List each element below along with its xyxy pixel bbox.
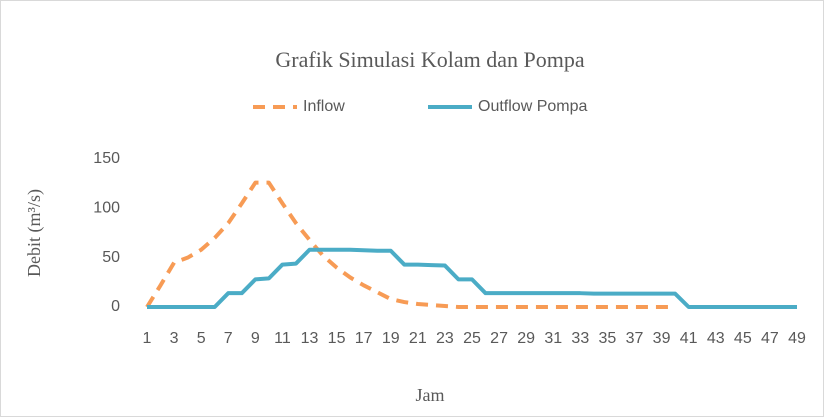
x-tick-label: 19: [382, 330, 400, 347]
x-tick-label: 1: [143, 330, 152, 347]
x-tick-label: 29: [517, 330, 535, 347]
y-tick-label: 150: [93, 150, 120, 167]
y-tick-label: 100: [93, 200, 120, 217]
y-tick-label: 50: [102, 249, 120, 266]
x-tick-label: 27: [490, 330, 508, 347]
x-tick-label: 5: [197, 330, 206, 347]
x-tick-label: 35: [599, 330, 617, 347]
x-tick-label: 3: [170, 330, 179, 347]
x-tick-label: 21: [409, 330, 427, 347]
x-tick-label: 17: [355, 330, 373, 347]
x-tick-label: 33: [571, 330, 589, 347]
x-tick-label: 25: [463, 330, 481, 347]
x-tick-label: 49: [788, 330, 806, 347]
x-tick-label: 31: [544, 330, 562, 347]
x-tick-label: 23: [436, 330, 454, 347]
x-tick-label: 37: [626, 330, 644, 347]
legend-label: Outflow Pompa: [478, 98, 587, 115]
x-tick-label: 47: [761, 330, 779, 347]
legend-label: Inflow: [303, 98, 345, 115]
x-tick-label: 11: [274, 330, 291, 347]
x-tick-label: 45: [734, 330, 752, 347]
x-tick-label: 39: [653, 330, 671, 347]
y-tick-label: 0: [111, 298, 120, 315]
data-line: [147, 247, 797, 309]
x-tick-label: 13: [301, 330, 319, 347]
x-tick-label: 7: [224, 330, 233, 347]
x-tick-label: 15: [328, 330, 346, 347]
data-line: [145, 180, 676, 309]
chart-title: Grafik Simulasi Kolam dan Pompa: [275, 47, 584, 72]
x-tick-label: 41: [680, 330, 698, 347]
x-tick-label: 9: [251, 330, 260, 347]
y-axis-label: Debit (m³/s): [24, 189, 45, 277]
x-tick-label: 43: [707, 330, 725, 347]
x-axis-label: Jam: [416, 385, 445, 405]
